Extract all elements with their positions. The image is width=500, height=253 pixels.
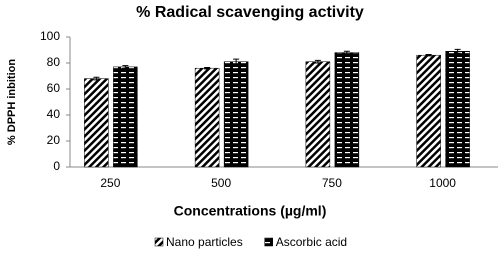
bar	[305, 61, 331, 168]
error-bar	[314, 59, 321, 64]
legend-swatch	[154, 237, 164, 247]
bar	[416, 54, 441, 168]
legend-label: Ascorbic acid	[276, 235, 347, 249]
error-bar	[93, 76, 100, 81]
y-axis-label: % DPPH inbition	[6, 59, 18, 145]
legend-swatch	[264, 237, 273, 247]
bar	[334, 52, 360, 168]
error-bar	[233, 58, 240, 65]
bar	[113, 66, 138, 168]
y-tick-label: 60	[47, 81, 61, 95]
error-bar	[425, 54, 432, 57]
y-tick-label: 0	[53, 159, 60, 173]
error-bar	[454, 48, 461, 54]
legend-label: Nano particles	[166, 235, 243, 249]
y-tick-label: 80	[47, 55, 61, 69]
error-bar	[204, 67, 211, 70]
bar	[84, 78, 109, 168]
x-tick-label: 1000	[429, 176, 456, 190]
chart-title: % Radical scavenging activity	[136, 4, 364, 21]
x-tick-label: 250	[100, 176, 120, 190]
x-tick-label: 750	[322, 176, 342, 190]
error-bar	[343, 50, 350, 55]
bar	[194, 67, 220, 168]
y-tick-label: 100	[40, 29, 60, 43]
y-tick-label: 20	[47, 133, 61, 147]
bar	[445, 51, 470, 168]
x-axis-label: Concentrations (µg/ml)	[174, 203, 327, 219]
bar	[223, 61, 249, 168]
x-tick-label: 500	[211, 176, 231, 190]
error-bar	[122, 65, 129, 69]
y-tick-label: 40	[47, 107, 61, 121]
